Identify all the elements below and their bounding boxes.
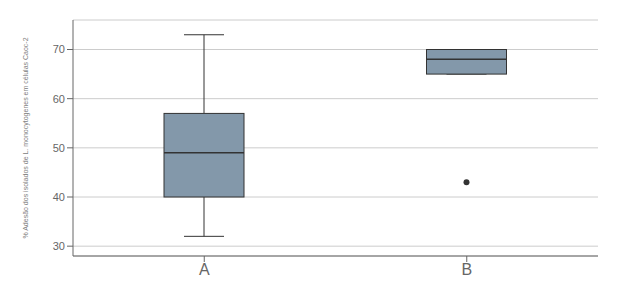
svg-text:% Adesão dos isolados de L. mo: % Adesão dos isolados de L. monocytogene…: [22, 37, 30, 238]
svg-text:50: 50: [53, 142, 65, 154]
svg-text:A: A: [199, 261, 210, 278]
svg-text:B: B: [461, 261, 472, 278]
svg-text:70: 70: [53, 43, 65, 55]
svg-text:30: 30: [53, 240, 65, 252]
svg-text:60: 60: [53, 93, 65, 105]
svg-text:40: 40: [53, 191, 65, 203]
